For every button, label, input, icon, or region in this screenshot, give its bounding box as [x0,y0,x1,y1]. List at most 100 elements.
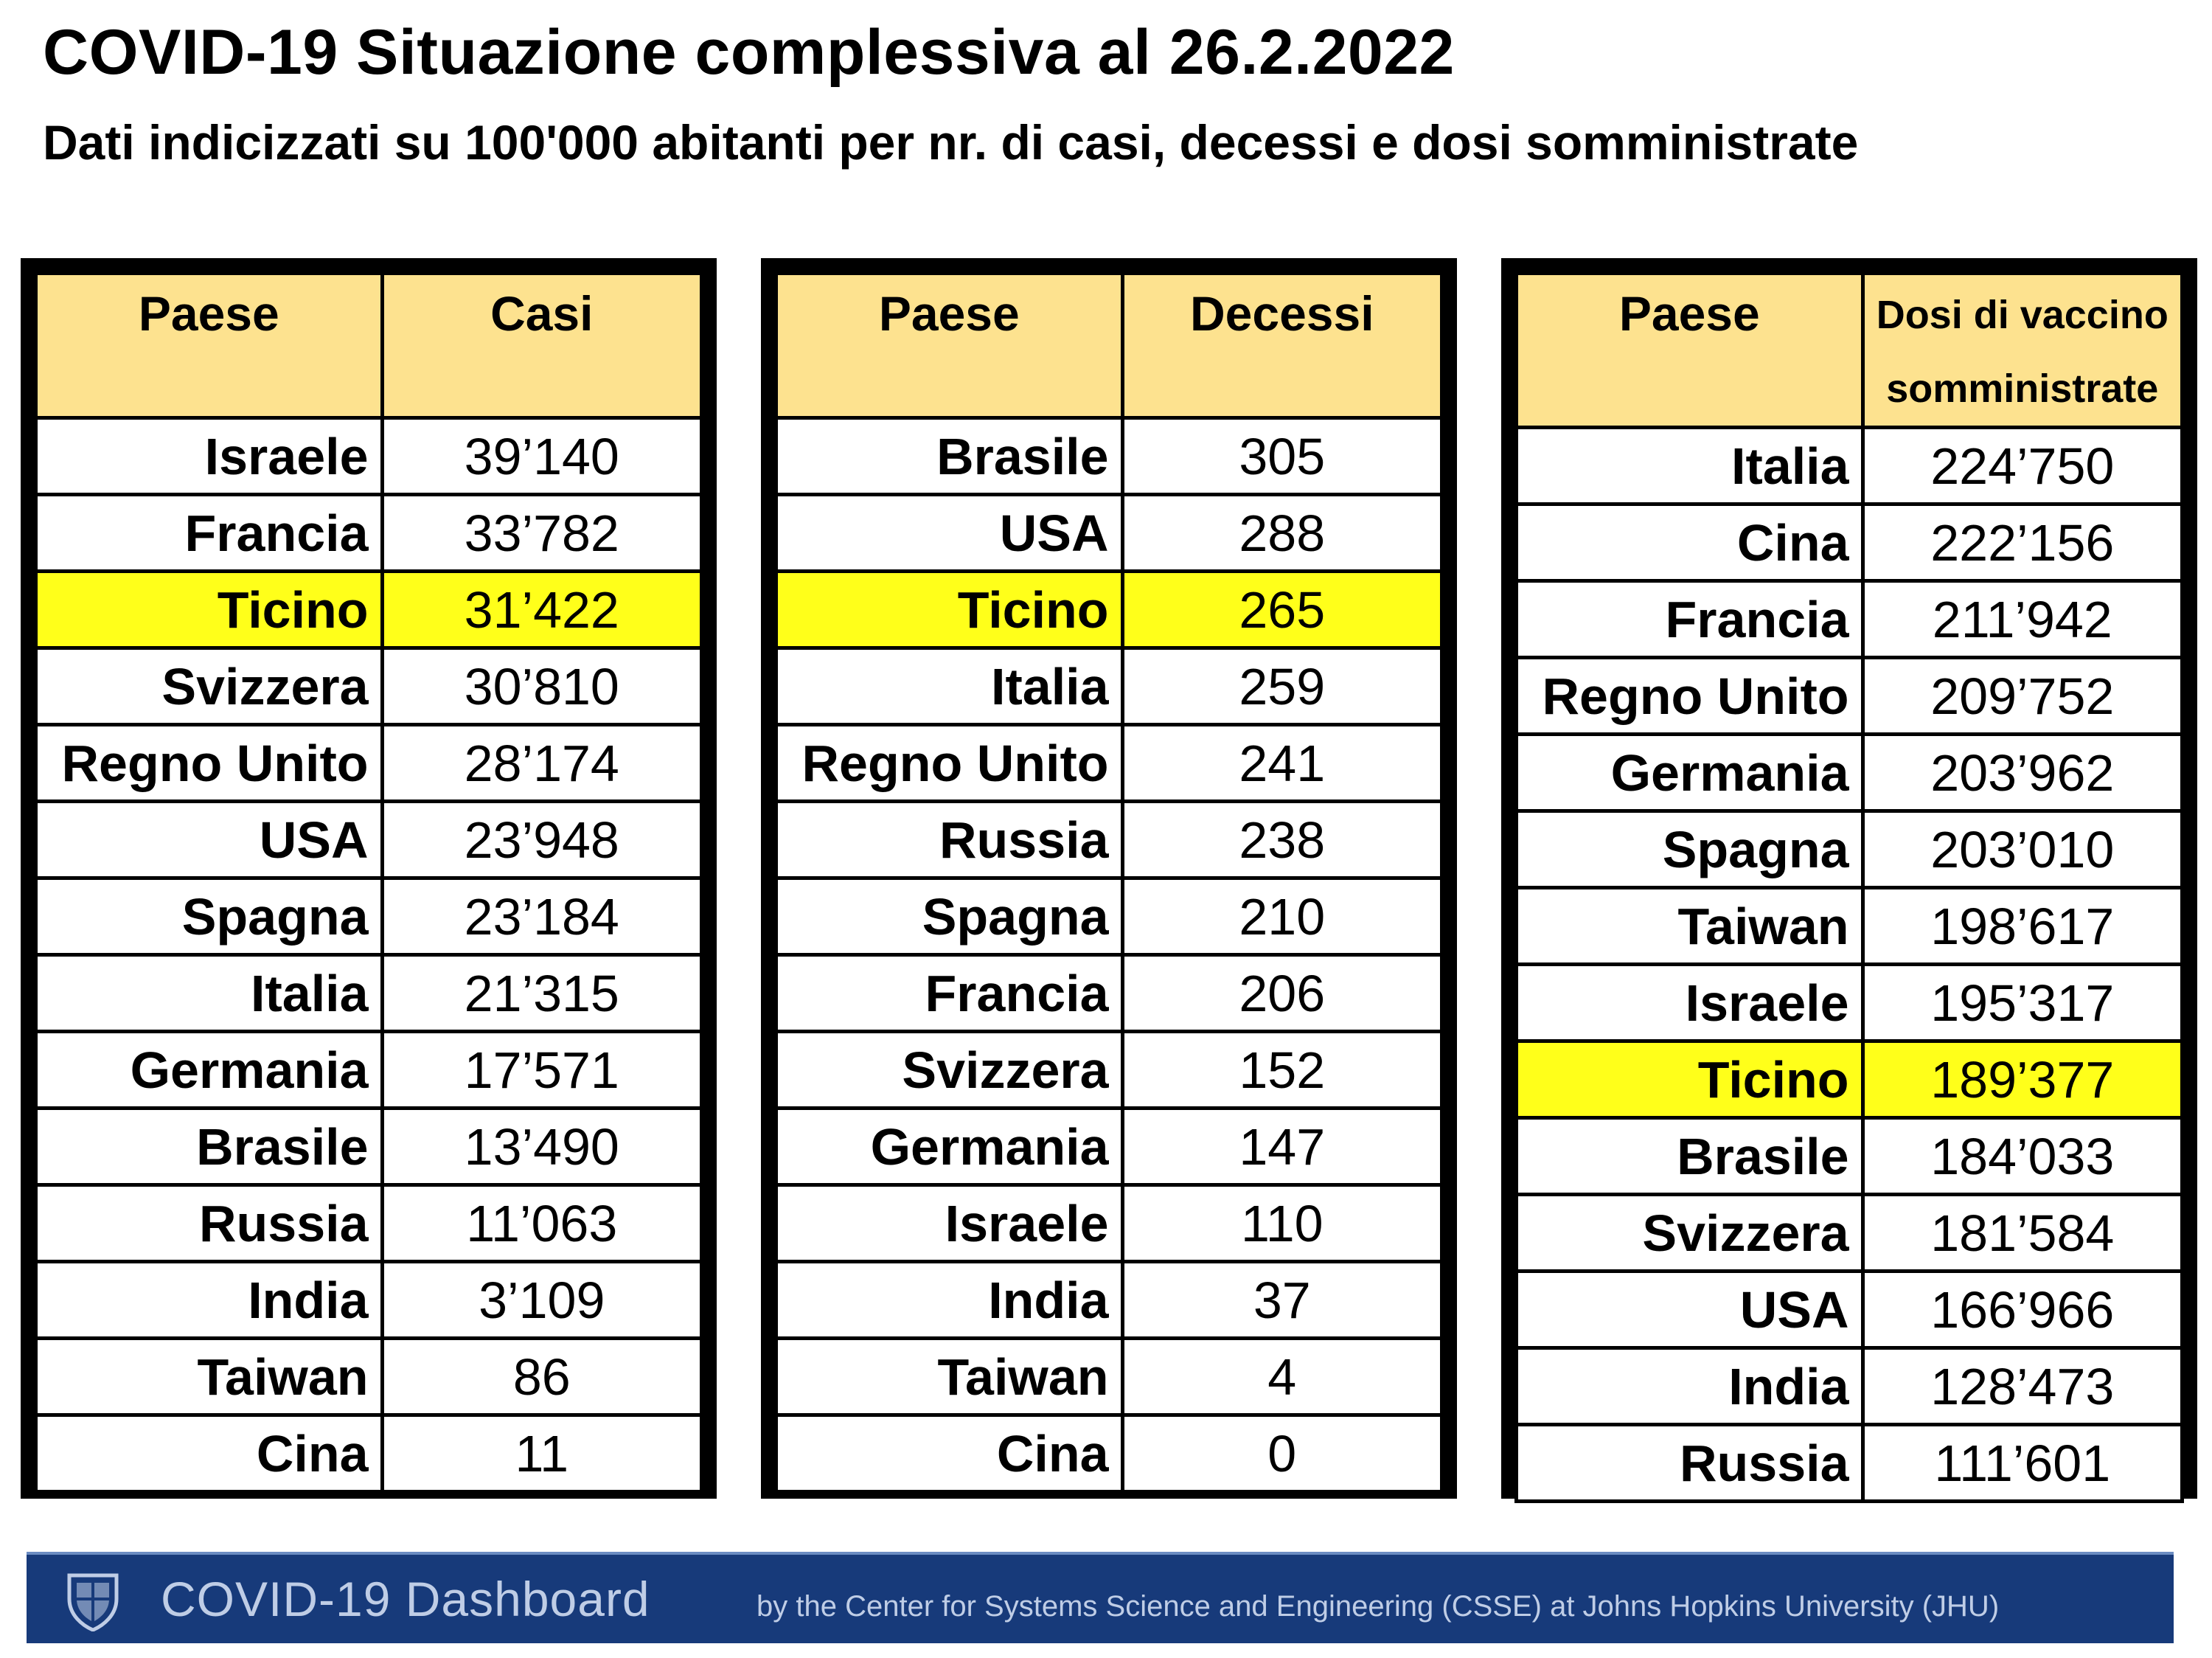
value-cell: 189’377 [1860,1039,2185,1120]
table-row: Germania 17’571 [34,1030,704,1110]
value-cell: 184’033 [1860,1116,2185,1196]
column-header-deaths: Decessi [1120,271,1444,420]
country-cell: Francia [34,493,384,573]
country-cell: Italia [774,646,1124,726]
country-cell: Spagna [34,876,384,957]
table-row: Russia 11’063 [34,1183,704,1263]
deaths-table: Paese Decessi Brasile 305 USA 288 Ticino 265 I… [761,258,1457,1499]
country-cell: Israele [34,416,384,496]
table-row: Regno Unito 241 [774,723,1444,803]
column-header-cases: Casi [380,271,704,420]
table-row: Russia 111’601 [1514,1423,2185,1503]
value-cell: 0 [1120,1413,1444,1494]
country-cell: Israele [1514,962,1865,1043]
value-cell: 30’810 [380,646,704,726]
value-cell: 37 [1120,1260,1444,1340]
column-header-vaccine-doses: Dosi di vaccino somministrate [1860,271,2185,429]
country-cell: Regno Unito [1514,656,1865,736]
value-cell: 288 [1120,493,1444,573]
table-row: Svizzera 30’810 [34,646,704,726]
country-cell: Francia [774,953,1124,1033]
table-row: USA 166’966 [1514,1269,2185,1350]
value-cell: 181’584 [1860,1193,2185,1273]
table-row: USA 23’948 [34,799,704,880]
country-cell: Germania [774,1106,1124,1187]
value-cell: 31’422 [380,569,704,650]
table-row: Israele 39’140 [34,416,704,496]
table-row: Italia 224’750 [1514,426,2185,506]
country-cell: Brasile [774,416,1124,496]
table-row: Francia 206 [774,953,1444,1033]
table-row: Cina 11 [34,1413,704,1494]
table-row: Spagna 210 [774,876,1444,957]
country-cell: India [1514,1346,1865,1426]
country-cell: Brasile [1514,1116,1865,1196]
country-cell: Russia [1514,1423,1865,1503]
value-cell: 86 [380,1336,704,1417]
country-cell: India [34,1260,384,1340]
value-cell: 209’752 [1860,656,2185,736]
table-row: Brasile 305 [774,416,1444,496]
table-row: Taiwan 4 [774,1336,1444,1417]
country-cell: Italia [1514,426,1865,506]
value-cell: 241 [1120,723,1444,803]
cases-table: Paese Casi Israele 39’140 Francia 33’782 Tic… [21,258,717,1499]
country-cell: Taiwan [774,1336,1124,1417]
value-cell: 110 [1120,1183,1444,1263]
value-cell: 128’473 [1860,1346,2185,1426]
country-cell: Spagna [774,876,1124,957]
country-cell: Israele [774,1183,1124,1263]
value-cell: 17’571 [380,1030,704,1110]
value-cell: 111’601 [1860,1423,2185,1503]
value-cell: 259 [1120,646,1444,726]
value-cell: 206 [1120,953,1444,1033]
country-cell: Germania [34,1030,384,1110]
value-cell: 210 [1120,876,1444,957]
country-cell: Spagna [1514,809,1865,889]
table-row: Ticino 31’422 [34,569,704,650]
country-cell: Germania [1514,732,1865,813]
vaccine-doses-table: Paese Dosi di vaccino somministrate Ital… [1501,258,2197,1503]
country-cell: Italia [34,953,384,1033]
value-cell: 166’966 [1860,1269,2185,1350]
country-cell: USA [774,493,1124,573]
country-cell: Svizzera [1514,1193,1865,1273]
table-row: Israele 195’317 [1514,962,2185,1043]
page-subtitle: Dati indicizzati su 100'000 abitanti per… [43,115,1859,170]
value-cell: 238 [1120,799,1444,880]
country-cell: Cina [1514,502,1865,583]
value-cell: 13’490 [380,1106,704,1187]
footer-banner: COVID-19 Dashboard by the Center for Sys… [27,1552,2174,1643]
table-row: USA 288 [774,493,1444,573]
country-cell: Francia [1514,579,1865,659]
value-cell: 203’962 [1860,732,2185,813]
country-cell: Regno Unito [34,723,384,803]
table-row: Germania 203’962 [1514,732,2185,813]
value-cell: 3’109 [380,1260,704,1340]
column-header-country: Paese [1514,271,1865,429]
table-row: Brasile 184’033 [1514,1116,2185,1196]
country-cell: Brasile [34,1106,384,1187]
value-cell: 39’140 [380,416,704,496]
table-row: Francia 211’942 [1514,579,2185,659]
country-cell: Cina [774,1413,1124,1494]
table-row: Taiwan 86 [34,1336,704,1417]
value-cell: 265 [1120,569,1444,650]
value-cell: 21’315 [380,953,704,1033]
country-cell: Taiwan [34,1336,384,1417]
value-cell: 11’063 [380,1183,704,1263]
value-cell: 33’782 [380,493,704,573]
country-cell: Svizzera [34,646,384,726]
table-row: Taiwan 198’617 [1514,886,2185,966]
value-cell: 211’942 [1860,579,2185,659]
country-cell: Cina [34,1413,384,1494]
shield-icon [67,1573,119,1631]
value-cell: 198’617 [1860,886,2185,966]
country-cell: USA [34,799,384,880]
country-cell: Russia [774,799,1124,880]
column-header-country: Paese [34,271,384,420]
table-row: Israele 110 [774,1183,1444,1263]
value-cell: 28’174 [380,723,704,803]
value-cell: 305 [1120,416,1444,496]
column-header-country: Paese [774,271,1124,420]
